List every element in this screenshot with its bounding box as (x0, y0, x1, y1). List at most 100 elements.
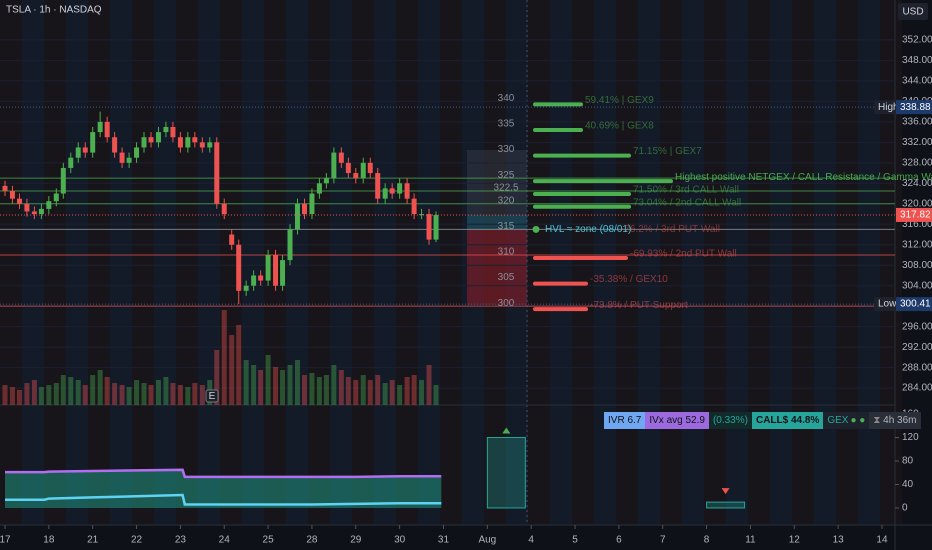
badge: CALL$ 44.8% (751, 412, 824, 429)
session-band (704, 0, 726, 525)
indicator-bar (486, 437, 526, 509)
level-text: Highest positive NETGEX / CALL Resistanc… (675, 172, 932, 183)
level-price: 335 (498, 119, 515, 130)
candle-body (90, 132, 96, 153)
session-band (110, 0, 132, 525)
candle-body (68, 157, 74, 168)
last-price-box (896, 207, 932, 222)
badge: (0.33%) (708, 412, 752, 429)
session-band (198, 0, 220, 525)
x-tick-label: 14 (876, 535, 888, 546)
hvl-dot (532, 225, 540, 233)
volume-bar (243, 360, 249, 405)
volume-bar (265, 355, 271, 405)
volume-bar (82, 385, 88, 405)
session-band (396, 0, 418, 525)
currency-box (898, 3, 928, 20)
candle-body (155, 132, 161, 143)
session-band (682, 0, 704, 525)
y-tick-label: 320.00 (902, 198, 932, 209)
volume-bar (141, 383, 147, 405)
volume-bar (287, 365, 293, 405)
volume-bar (236, 325, 242, 405)
session-band (726, 0, 748, 525)
indicator-y-tick-label: 0 (902, 503, 908, 514)
volume-bar (389, 380, 395, 405)
candle-body (148, 137, 154, 143)
volume-bar (367, 380, 373, 405)
level-text: -69.93% / 2nd PUT Wall (630, 249, 737, 260)
candle-body (287, 229, 293, 261)
y-tick-label: 296.00 (902, 321, 932, 332)
x-tick-label: 22 (131, 535, 143, 546)
volume-bar (68, 377, 74, 405)
signal-up (502, 427, 511, 434)
x-tick-label: 8 (704, 535, 710, 546)
candle-body (199, 142, 205, 148)
level-price: 310 (498, 247, 515, 258)
volume-bar (104, 377, 110, 405)
earnings-marker: E (209, 391, 216, 402)
volume-bar (301, 375, 307, 405)
level-bar (533, 191, 631, 196)
level-price: 322.5 (493, 183, 518, 194)
volume-bar (177, 385, 183, 405)
x-tick-label: 12 (789, 535, 801, 546)
y-tick-label: 344.00 (902, 76, 932, 87)
x-tick-label: 11 (745, 535, 756, 546)
candle-body (229, 234, 235, 245)
candle-body (82, 147, 88, 153)
candle-body (214, 142, 220, 204)
level-price: 315 (498, 221, 515, 232)
volume-bar (2, 385, 8, 405)
session-band (220, 0, 242, 525)
session-band (418, 0, 440, 525)
candle-body (375, 173, 381, 199)
candle-body (419, 214, 425, 216)
candle-body (426, 214, 432, 240)
volume-bar (353, 380, 359, 405)
candle-body (24, 203, 30, 212)
candle-body (16, 198, 22, 204)
candle-body (389, 188, 395, 194)
level-bar (533, 153, 631, 158)
candle-body (265, 254, 271, 281)
indicator-line (4, 493, 442, 506)
candle-body (243, 285, 249, 291)
volume-bar (31, 380, 37, 405)
volume-bar (134, 380, 140, 405)
level-text: 40.69% | GEX8 (585, 121, 654, 132)
candle-body (163, 126, 169, 133)
y-tick-label: 308.00 (902, 260, 932, 271)
session-band (550, 0, 572, 525)
tag-label: High (878, 102, 899, 113)
session-band (88, 0, 110, 525)
volume-bar (411, 375, 417, 405)
volume-bar (60, 375, 66, 405)
session-band (66, 0, 88, 525)
signal-down (721, 488, 730, 495)
candle-body (104, 121, 110, 138)
gex-dots: ● ● (848, 412, 870, 429)
indicator-line (4, 468, 442, 479)
candle-body (126, 157, 132, 163)
y-tick-label: 348.00 (902, 55, 932, 66)
y-tick-label: 332.00 (902, 137, 932, 148)
candle-body (294, 203, 300, 230)
volume-bar (229, 335, 235, 405)
hvl-zone (467, 215, 527, 230)
candle-body (345, 162, 351, 174)
session-band (814, 0, 836, 525)
volume-bar (16, 390, 22, 405)
candle-body (2, 185, 8, 191)
volume-bar (345, 377, 351, 405)
last-price: 317.82 (900, 210, 931, 221)
volume-bar (163, 377, 169, 405)
y-tick-label: 312.00 (902, 239, 932, 250)
volume-bar (221, 310, 227, 405)
candle-body (353, 173, 359, 179)
badge: GEX (823, 412, 849, 429)
volume-bar (214, 350, 220, 405)
